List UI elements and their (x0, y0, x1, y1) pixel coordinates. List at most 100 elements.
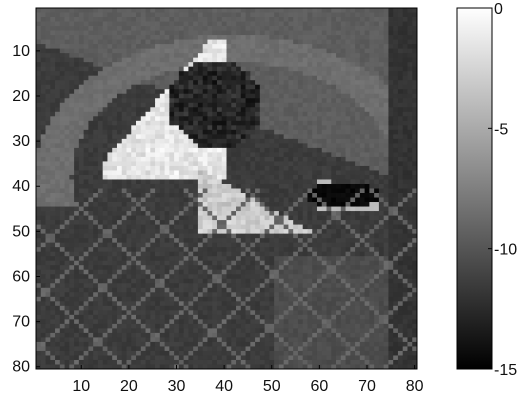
heatmap-cell (207, 129, 213, 135)
heatmap-cell (374, 8, 380, 13)
heatmap-cell (374, 260, 380, 266)
heatmap-cell (145, 75, 151, 81)
heatmap-cell (359, 8, 366, 13)
heatmap-cell (78, 17, 85, 22)
heatmap-cell (407, 66, 413, 72)
heatmap-cell (188, 197, 194, 203)
heatmap-cell (74, 287, 80, 293)
heatmap-cell (245, 66, 251, 72)
heatmap-cell (207, 143, 213, 149)
heatmap-cell (221, 138, 227, 144)
heatmap-cell (278, 26, 285, 31)
heatmap-cell (74, 256, 80, 262)
heatmap-cell (88, 39, 94, 45)
heatmap-cell (293, 251, 299, 257)
heatmap-cell (97, 48, 104, 54)
heatmap-cell (321, 107, 327, 113)
heatmap-cell (278, 21, 285, 27)
heatmap-cell (221, 62, 227, 68)
heatmap-cell (159, 116, 165, 122)
heatmap-cell (74, 206, 80, 212)
heatmap-cell (83, 71, 89, 77)
heatmap-cell (378, 57, 385, 63)
heatmap-cell (278, 8, 285, 13)
heatmap-cell (288, 202, 294, 207)
heatmap-cell (164, 75, 170, 81)
heatmap-cell (55, 8, 61, 13)
heatmap-cell (407, 21, 413, 27)
heatmap-cell (155, 71, 161, 77)
heatmap-cell (45, 102, 51, 108)
heatmap-cell (245, 220, 251, 225)
heatmap-cell (207, 66, 213, 72)
heatmap-cell (178, 134, 185, 140)
heatmap-cell (402, 152, 408, 158)
heatmap-cell (188, 93, 194, 99)
heatmap-cell (202, 62, 208, 68)
heatmap-cell (216, 220, 223, 225)
heatmap-cell (97, 8, 104, 13)
heatmap-cell (250, 156, 256, 162)
heatmap-cell (121, 66, 127, 72)
heatmap-cell (345, 48, 351, 54)
heatmap-cell (69, 147, 75, 153)
heatmap-cell (221, 165, 227, 171)
heatmap-cell (250, 98, 256, 104)
heatmap-cell (269, 165, 275, 171)
heatmap-cell (202, 265, 208, 271)
heatmap-cell (83, 138, 89, 144)
heatmap-cell (155, 120, 161, 126)
heatmap-cell (207, 17, 213, 22)
heatmap-cell (178, 21, 185, 27)
heatmap-cell (64, 48, 70, 54)
heatmap-cell (255, 57, 261, 63)
heatmap-cell (355, 183, 361, 189)
heatmap-cell (159, 233, 165, 239)
heatmap-cell (412, 256, 418, 262)
heatmap-cell (159, 98, 165, 104)
heatmap-cell (169, 57, 175, 63)
heatmap-cell (83, 111, 89, 117)
heatmap-cell (45, 12, 51, 18)
heatmap-cell (259, 12, 265, 18)
heatmap-cell (240, 260, 246, 266)
heatmap-cell (259, 107, 265, 113)
heatmap-cell (136, 71, 142, 77)
heatmap-cell (336, 102, 342, 108)
heatmap-cell (188, 202, 194, 207)
heatmap-cell (93, 215, 99, 221)
heatmap-cell (102, 233, 108, 239)
heatmap-cell (50, 84, 56, 90)
heatmap-cell (121, 35, 127, 40)
heatmap-cell (145, 278, 151, 284)
heatmap-cell (312, 274, 318, 280)
heatmap-cell (78, 161, 85, 167)
heatmap-cell (126, 39, 132, 45)
heatmap-cell (202, 188, 208, 194)
heatmap-cell (221, 215, 227, 221)
heatmap-cell (197, 256, 204, 262)
heatmap-cell (264, 274, 270, 280)
heatmap-cell (355, 8, 361, 13)
heatmap-cell (388, 156, 394, 162)
heatmap-cell (331, 138, 337, 144)
heatmap-cell (69, 287, 75, 293)
heatmap-cell (226, 188, 232, 194)
heatmap-cell (83, 143, 89, 149)
heatmap-cell (164, 229, 170, 235)
heatmap-cell (69, 211, 75, 216)
heatmap-cell (207, 111, 213, 117)
heatmap-cell (407, 152, 413, 158)
heatmap-cell (216, 251, 223, 257)
heatmap-cell (155, 215, 161, 221)
heatmap-cell (240, 12, 246, 18)
heatmap-cell (393, 80, 399, 86)
heatmap-cell (407, 75, 413, 81)
heatmap-cell (231, 260, 237, 266)
heatmap-cell (212, 21, 218, 27)
heatmap-cell (140, 75, 146, 81)
heatmap-cell (359, 233, 366, 239)
heatmap-cell (383, 8, 389, 13)
heatmap-cell (216, 247, 223, 253)
heatmap-cell (169, 93, 175, 99)
